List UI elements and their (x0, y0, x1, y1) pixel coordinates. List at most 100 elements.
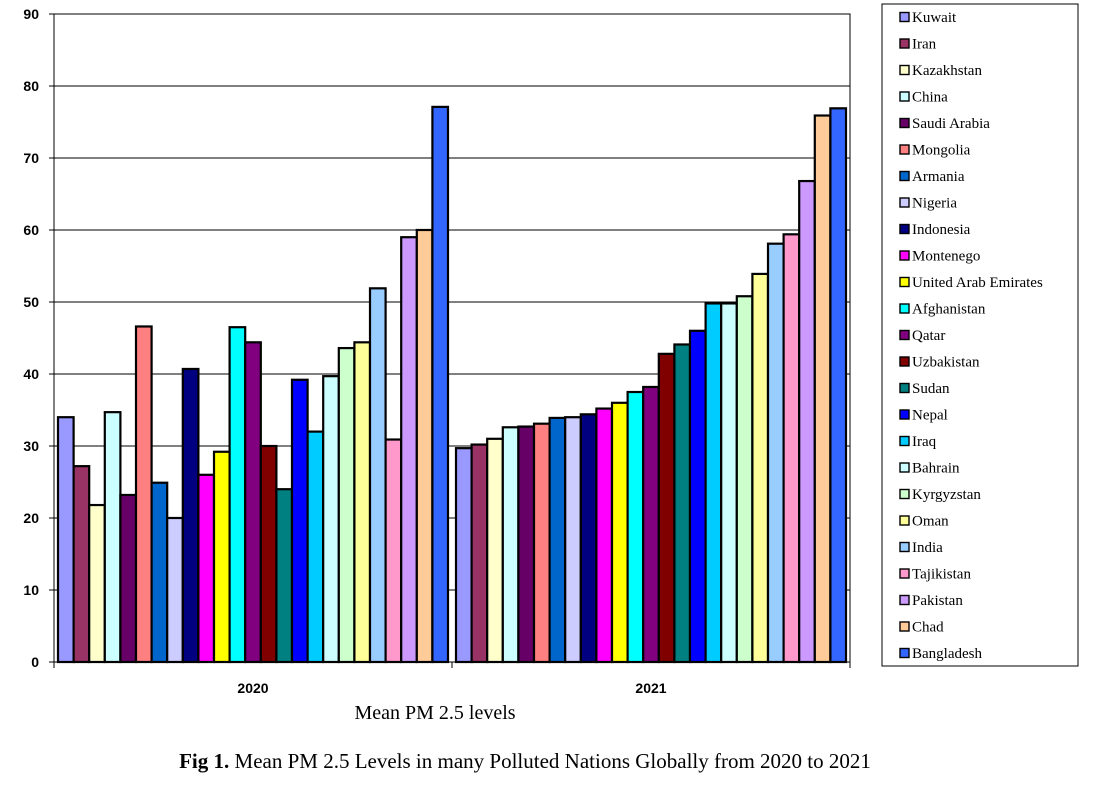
bar (212, 450, 231, 664)
legend-label: Chad (912, 620, 944, 636)
legend-label: Armania (912, 169, 965, 185)
bar (766, 242, 785, 664)
bar (322, 375, 340, 664)
bar (415, 228, 434, 664)
bar (244, 341, 262, 664)
bar (368, 287, 387, 664)
bar (228, 326, 247, 664)
x-axis: 2020 2021 (53, 661, 851, 696)
legend-label: India (912, 540, 943, 556)
y-tick-label: 20 (23, 510, 39, 526)
x-tick-label: 2020 (237, 680, 268, 696)
y-tick-label: 10 (23, 582, 39, 598)
bar (782, 233, 801, 664)
bar (548, 416, 567, 664)
bar (579, 413, 598, 664)
legend-label: Bangladesh (912, 646, 982, 662)
bar (400, 236, 418, 664)
legend-label: Mongolia (912, 143, 971, 159)
legend-label: Saudi Arabia (912, 116, 990, 132)
y-axis: 0 10 20 30 40 50 60 70 80 90 (23, 6, 54, 670)
legend-box (881, 3, 1079, 667)
bar (275, 488, 294, 664)
legend-swatch (899, 594, 910, 606)
legend-swatch (899, 64, 910, 76)
legend-swatch (899, 435, 910, 447)
legend-swatch (899, 197, 910, 208)
legend-swatch (899, 515, 910, 526)
x-tick-label: 2021 (635, 680, 666, 696)
legend-label: China (912, 90, 948, 106)
figure-caption: Fig 1. Mean PM 2.5 Levels in many Pollut… (0, 749, 1050, 774)
bar (735, 295, 754, 664)
bar (532, 422, 551, 664)
bar (353, 341, 372, 664)
legend-swatch (899, 91, 910, 102)
legend-swatch (899, 38, 910, 49)
legend-label: Indonesia (912, 222, 971, 238)
legend-label: Kyrgyzstan (912, 487, 981, 503)
legend-swatch (899, 117, 910, 129)
legend-swatch (899, 462, 910, 473)
legend-label: Kuwait (912, 10, 957, 26)
legend-label: Uzbakistan (912, 355, 980, 371)
legend-swatch (899, 541, 910, 553)
bar (166, 516, 184, 664)
bar (470, 443, 489, 664)
legend-swatch (899, 356, 910, 367)
legend-swatch (899, 568, 910, 579)
legend-swatch (899, 488, 910, 500)
bars (56, 105, 848, 664)
bar (751, 272, 770, 664)
bar (454, 447, 473, 664)
bar (103, 411, 122, 664)
legend-label: Iraq (912, 434, 937, 450)
legend-label: Oman (912, 514, 949, 530)
legend-label: Afghanistan (912, 302, 986, 318)
legend-label: Tajikistan (912, 567, 971, 583)
bar (595, 407, 614, 664)
bar (673, 343, 692, 664)
legend-label: Pakistan (912, 593, 963, 609)
y-tick-label: 90 (23, 6, 39, 22)
y-tick-label: 60 (23, 222, 39, 238)
legend-swatch (899, 329, 910, 341)
bar (642, 385, 660, 664)
bar (88, 503, 106, 664)
bar (626, 390, 645, 664)
bar (259, 444, 278, 664)
bar (56, 416, 75, 664)
bar (657, 352, 676, 664)
y-tick-label: 0 (31, 654, 39, 670)
legend: Kuwait Iran Kazakhstan China Saudi Arabia Mon… (881, 3, 1079, 667)
legend-label: United Arab Emirates (912, 275, 1043, 291)
legend-swatch (899, 382, 910, 394)
y-tick-label: 30 (23, 438, 39, 454)
legend-swatch (899, 170, 910, 182)
caption-label: Fig 1. (179, 749, 230, 773)
y-tick-label: 70 (23, 150, 39, 166)
bar (431, 105, 450, 664)
bar (134, 325, 153, 664)
bar (306, 430, 325, 664)
bar (290, 378, 309, 664)
legend-swatch (899, 11, 910, 23)
bar (181, 367, 200, 664)
legend-label: Nigeria (912, 196, 957, 212)
legend-swatch (899, 621, 910, 632)
bar (688, 329, 707, 664)
legend-label: Qatar (912, 328, 945, 344)
bar (150, 481, 169, 664)
bar (704, 302, 723, 664)
legend-swatch (899, 276, 910, 288)
legend-label: Sudan (912, 381, 950, 397)
bar (610, 401, 629, 664)
chart: 0 10 20 30 40 50 60 70 80 90 2020 2021 Mean PM 2.5… (23, 3, 1079, 724)
bar (829, 107, 848, 664)
bar (337, 346, 356, 664)
bar (197, 473, 216, 664)
bar (564, 416, 582, 664)
legend-swatch (899, 409, 910, 420)
y-tick-label: 40 (23, 366, 39, 382)
bar (501, 426, 520, 664)
